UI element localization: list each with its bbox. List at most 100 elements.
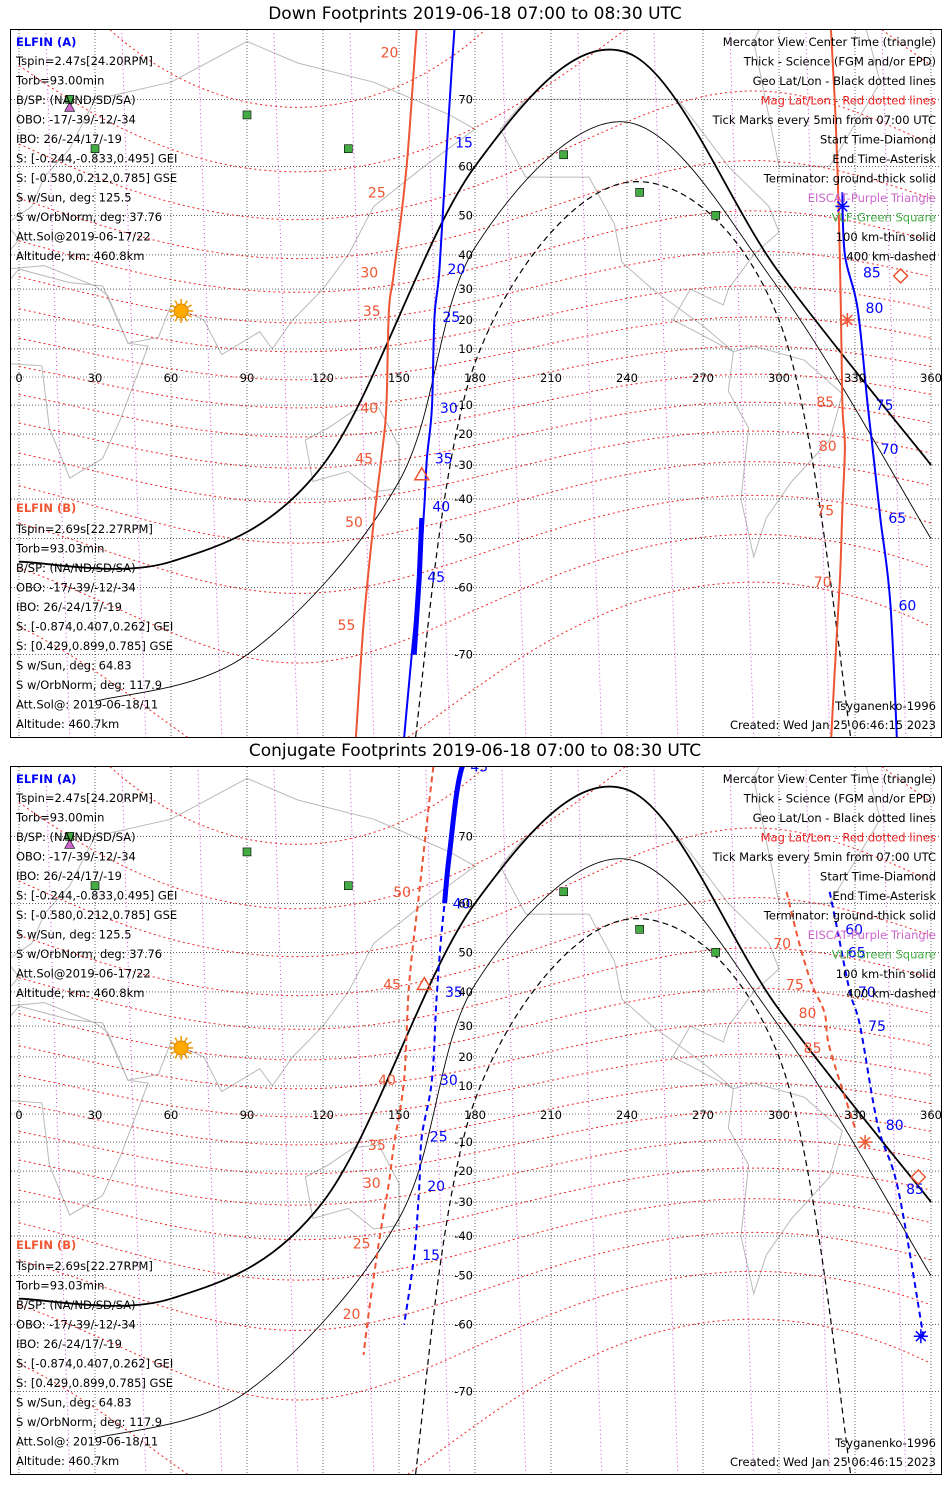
lat-tick-label: 30 [458, 1019, 473, 1033]
elfin-a-info-line: S: [-0.580,0.212,0.785] GSE [16, 908, 177, 922]
elfin-b-label: ELFIN (B) [16, 501, 76, 515]
elfin-a-label: ELFIN (A) [16, 772, 76, 786]
mag-lat-line [109, 30, 486, 108]
continent-outline [727, 1082, 843, 1296]
vlf-station-square [344, 881, 353, 891]
eiscat-triangle [64, 101, 76, 112]
track-b-tick-label: 30 [360, 266, 378, 282]
elfin-b-info-line: S w/Sun, deg: 64.83 [16, 659, 132, 673]
sun-ray [186, 1050, 192, 1055]
lat-tick-label: 30 [458, 282, 473, 296]
track-b-tick-label: 45 [355, 452, 373, 468]
track-b-tick-label: 75 [816, 503, 834, 519]
end-time-asterisk [858, 1135, 873, 1150]
lat-tick-label: -30 [454, 1195, 473, 1209]
track-a-tick-label: 25 [430, 1129, 448, 1145]
footprint-track [828, 891, 925, 1337]
sun-ray [183, 300, 188, 306]
mag-lon-line [653, 30, 679, 737]
mag-lon-line [881, 767, 907, 1474]
track-a-tick-label: 75 [876, 398, 894, 414]
legend-line: Start Time-Diamond [820, 870, 936, 884]
conjugate-footprints-map: 4540353025201560657075808555504540353025… [10, 766, 942, 1475]
elfin-a-info-line: S w/Sun, deg: 125.5 [16, 191, 132, 205]
elfin-b-info-line: S: [-0.874,0.407,0.262] GEI [16, 1357, 173, 1371]
start-time-diamond [910, 1168, 927, 1186]
mag-lat-line [18, 316, 932, 381]
track-a-tick-label: 45 [427, 570, 445, 586]
elfin-b-info-line: Att.Sol@: 2019-06-18/11 [16, 698, 158, 712]
lat-tick-label: 40 [458, 985, 473, 999]
terminator-400km-line [415, 181, 852, 737]
mag-lat-line [18, 210, 932, 293]
track-a-tick-label: 35 [445, 985, 463, 1001]
lat-tick-label: 20 [458, 1050, 473, 1064]
eiscat-triangle [64, 838, 76, 849]
lat-tick-label: 50 [458, 945, 473, 959]
mag-lat-line [18, 1022, 932, 1090]
elfin-b-info-line: B/SP: (NA/ND/SD/SA) [16, 1298, 136, 1312]
lat-tick-label: -50 [454, 532, 473, 546]
elfin-a-info-line: S: [-0.580,0.212,0.785] GSE [16, 171, 177, 185]
sun-ray [174, 316, 179, 322]
mag-lon-line [197, 30, 223, 737]
track-b-tick-label: 55 [338, 618, 356, 634]
elfin-a-info-line: S: [-0.244,-0.833,0.495] GEI [16, 889, 177, 903]
continent-outline [499, 98, 780, 353]
mag-lon-line [349, 767, 375, 1474]
terminator-100km-line [94, 121, 932, 702]
continent-outline [753, 30, 881, 167]
sun-ray [170, 304, 176, 309]
lon-tick-label: 60 [164, 1108, 179, 1122]
sun-ray [170, 1041, 176, 1046]
track-a-tick-label: 70 [881, 442, 899, 458]
lon-tick-label: 0 [15, 1108, 22, 1122]
legend-line: Tick Marks every 5min from 07:00 UTC [712, 113, 936, 127]
mag-lat-line [18, 401, 932, 469]
lon-tick-label: 30 [88, 371, 103, 385]
lat-tick-label: 60 [458, 159, 473, 173]
mag-lat-line [18, 1167, 932, 1241]
mag-lat-line [18, 897, 932, 997]
end-time-asterisk [840, 312, 855, 327]
vlf-station-square [711, 210, 720, 220]
vlf-station-square [559, 887, 568, 897]
footprint-track [830, 30, 846, 737]
continent-outline [499, 835, 780, 1090]
down-footprints-map: 1015202530354045506065707580852025303540… [10, 29, 942, 738]
end-time-asterisk [913, 1329, 928, 1344]
elfin-a-info-line: IBO: 26/-24/17/-19 [16, 869, 122, 883]
continent-outline [304, 407, 400, 493]
mag-lat-line [109, 767, 486, 845]
mag-lon-line [881, 30, 907, 737]
lon-tick-label: 90 [240, 371, 255, 385]
elfin-b-info-line: S w/OrbNorm, deg: 117.9 [16, 678, 162, 692]
lat-tick-label: 60 [458, 896, 473, 910]
sun-ray [170, 1050, 176, 1055]
track-b-tick-label: 45 [383, 978, 401, 994]
lon-tick-label: 360 [920, 371, 942, 385]
lon-tick-label: 0 [15, 371, 22, 385]
track-b-tick-label: 70 [773, 936, 791, 952]
legend-line: Thick - Science (FGM and/or EPD) [743, 55, 936, 69]
elfin-b-info-line: Tspin=2.69s[22.27RPM] [15, 1259, 153, 1273]
track-a-tick-label: 80 [866, 301, 884, 317]
continent-outline [753, 767, 881, 904]
sun-ray [174, 1053, 179, 1059]
vlf-station-square [559, 150, 568, 160]
sun-ray [174, 1037, 179, 1043]
lat-tick-label: -30 [454, 458, 473, 472]
vlf-station-square [635, 188, 644, 197]
legend-line: End Time-Asterisk [832, 889, 936, 903]
elfin-b-info-line: Altitude: 460.7km [16, 717, 119, 731]
elfin-a-label: ELFIN (A) [16, 35, 76, 49]
track-b-tick-label: 20 [343, 1307, 361, 1323]
mag-lon-line [45, 767, 71, 1474]
elfin-a-info-line: Torb=93.00min [15, 811, 104, 825]
lat-tick-label: -10 [454, 398, 473, 412]
mag-lon-line [805, 30, 831, 737]
vlf-station-square [242, 110, 252, 120]
mag-lat-line [18, 533, 932, 664]
mag-lon-line [729, 30, 755, 737]
track-a-tick-label: 65 [888, 511, 906, 527]
